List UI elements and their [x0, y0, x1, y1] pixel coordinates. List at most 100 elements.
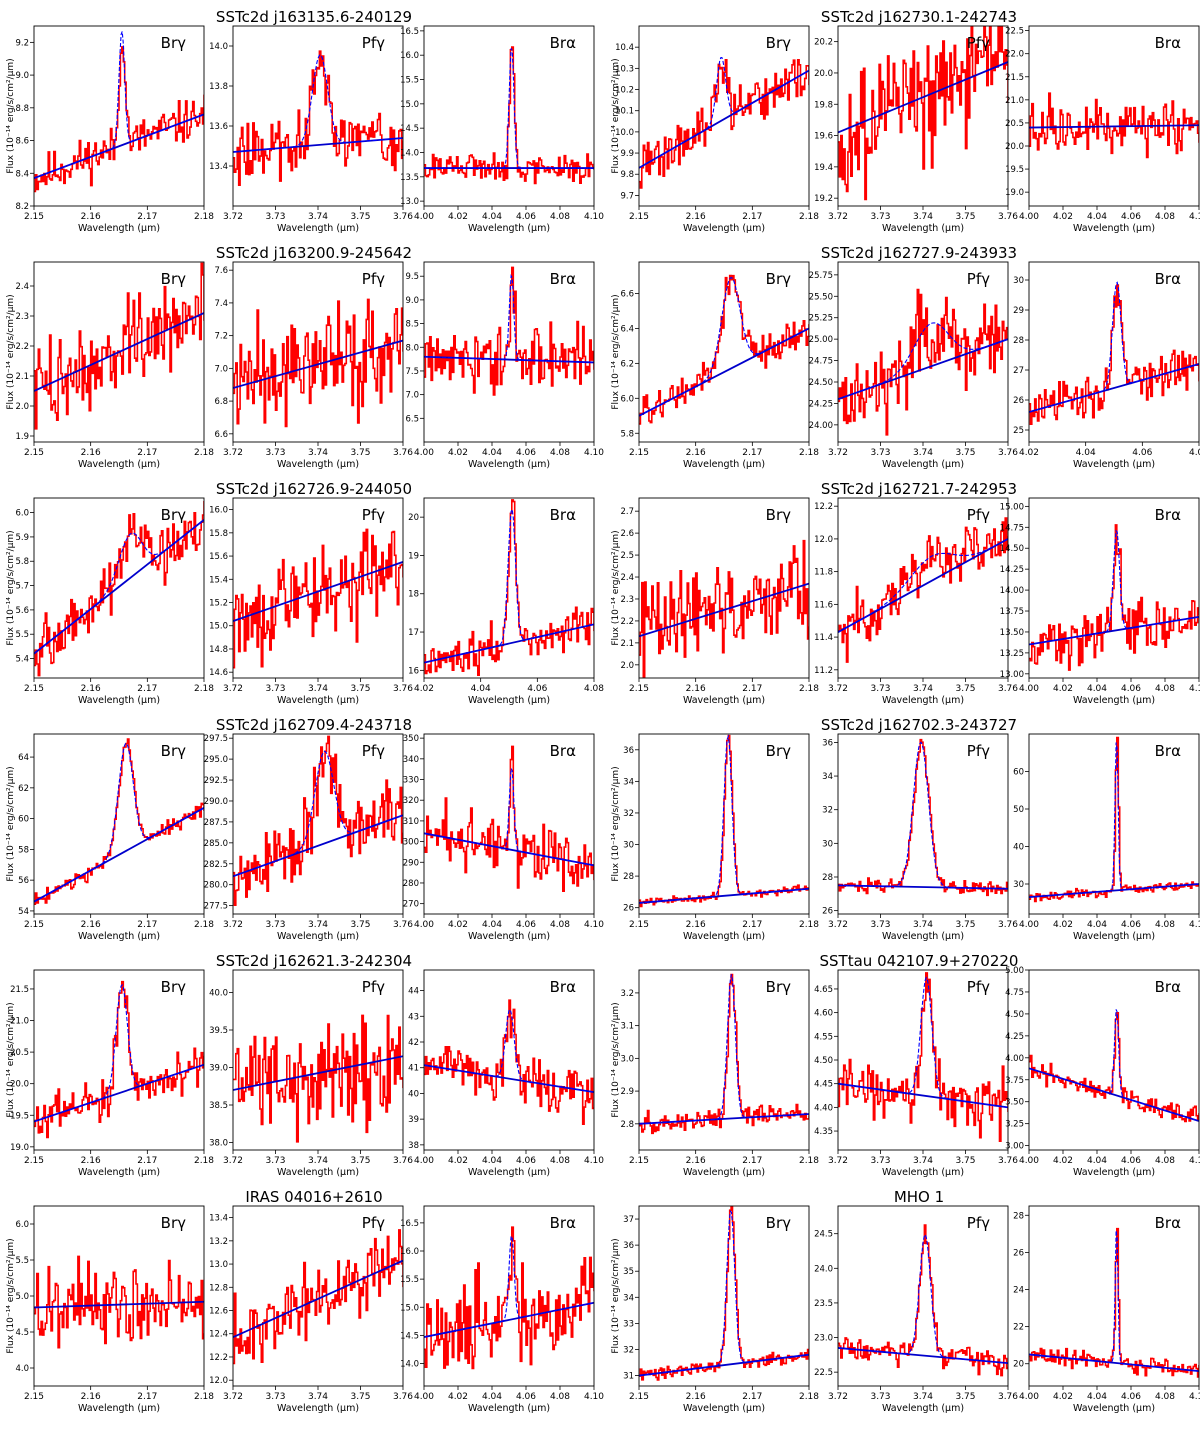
x-tick-label: 3.75: [955, 1392, 975, 1402]
x-tick-label: 2.16: [686, 920, 706, 930]
x-axis-label: Wavelength (μm): [277, 223, 359, 234]
line-name-label: Pfγ: [362, 742, 385, 760]
x-tick-label: 4.06: [516, 1392, 536, 1402]
y-tick-label: 36: [623, 746, 634, 756]
gaussian-fit: [838, 976, 1008, 1108]
y-tick-label: 4.45: [814, 1080, 833, 1090]
x-axis-label: Wavelength (μm): [1073, 1403, 1155, 1414]
y-tick-label: 39.0: [209, 1064, 228, 1074]
y-tick-label: 290: [403, 858, 419, 868]
x-tick-label: 4.10: [584, 1156, 604, 1166]
x-tick-label: 3.76: [998, 684, 1018, 694]
x-tick-label: 4.06: [516, 1156, 536, 1166]
observed-spectrum: [838, 738, 1008, 897]
y-tick-label: 5.9: [15, 533, 29, 543]
y-tick-label: 19.0: [1005, 188, 1024, 198]
y-tick-label: 12.8: [209, 1283, 228, 1293]
line-name-label: Brα: [1155, 270, 1181, 288]
y-tick-label: 20.5: [1005, 119, 1024, 129]
x-tick-label: 3.72: [223, 1392, 243, 1402]
source-group: SSTtau 042107.9+270220 Flux (10⁻¹⁴ erg/s/…: [611, 952, 1200, 1178]
x-tick-label: 3.75: [955, 1156, 975, 1166]
y-tick-label: 19.2: [814, 194, 833, 204]
y-tick-label: 25.75: [809, 271, 833, 281]
y-tick-label: 13.0: [400, 197, 419, 207]
x-tick-label: 4.02: [1053, 212, 1073, 222]
plot-frame: [423, 25, 595, 207]
x-axis-label: Wavelength (μm): [683, 223, 765, 234]
gaussian-fit: [1029, 1009, 1199, 1122]
plot-background: [34, 26, 204, 206]
x-tick-label: 3.73: [265, 1392, 285, 1402]
source-group: SSTc2d j163200.9-245642 Flux (10⁻¹⁴ erg/s…: [6, 244, 604, 470]
group-title: SSTc2d j162730.1-242743: [821, 8, 1017, 26]
spectrum-panel: 4.00 4.02 4.04 4.06 4.08 4.10 38 39 40 41 42 43 44 Wa…: [408, 969, 604, 1178]
continuum-fit: [1029, 615, 1199, 646]
x-tick-label: 2.15: [24, 1156, 44, 1166]
x-tick-label: 3.75: [350, 920, 370, 930]
x-tick-label: 4.08: [550, 920, 570, 930]
line-name-label: Brγ: [766, 1214, 791, 1232]
plot-frame: [1028, 969, 1200, 1151]
spectrum-panel: 4.00 4.02 4.04 4.06 4.08 4.10 6.5 7.0 7.5 8.0 8.5 9…: [405, 261, 604, 470]
observed-spectrum: [1029, 284, 1199, 425]
y-tick-label: 25: [1013, 426, 1024, 436]
gaussian-fit: [639, 1210, 809, 1377]
y-tick-label: 12.0: [209, 1376, 228, 1386]
x-tick-label: 4.06: [1121, 920, 1141, 930]
spectrum-panel: 3.72 3.73 3.74 3.75 3.76 12.0 12.2 12.4 12.6 12.8…: [209, 1205, 413, 1414]
y-tick-label: 10.0: [615, 128, 634, 138]
gaussian-fit: [424, 507, 594, 664]
y-tick-label: 32: [822, 806, 833, 816]
y-tick-label: 7.0: [214, 364, 228, 374]
spectrum-panel: 4.00 4.02 4.04 4.06 4.08 4.10 20 22 24 26 28 Wavele…: [1013, 1205, 1200, 1414]
plot-frame: [423, 1205, 595, 1387]
spectrum-panel: 3.72 3.73 3.74 3.75 3.76 24.00 24.25 24.50 24.75…: [809, 261, 1018, 470]
x-tick-label: 4.04: [471, 684, 491, 694]
y-tick-label: 16: [408, 666, 419, 676]
y-tick-label: 2.8: [620, 1120, 634, 1130]
y-tick-label: 14.5: [400, 124, 419, 134]
y-tick-label: 9.0: [405, 296, 419, 306]
y-tick-label: 14.6: [209, 668, 228, 678]
spectrum-panel: 4.00 4.02 4.04 4.06 4.08 4.10 14.0 14.5 15.0 15.5…: [400, 1205, 604, 1414]
x-tick-label: 4.00: [414, 1156, 434, 1166]
plot-background: [424, 498, 594, 678]
observed-spectrum: [233, 1014, 403, 1143]
x-axis-label: Wavelength (μm): [882, 459, 964, 470]
x-tick-label: 2.15: [629, 448, 649, 458]
gaussian-fit: [424, 1008, 594, 1093]
group-title: IRAS 04016+2610: [245, 1188, 382, 1206]
y-tick-label: 13.0: [209, 1260, 228, 1270]
y-tick-label: 292.5: [204, 776, 228, 786]
x-tick-label: 4.00: [414, 1392, 434, 1402]
observed-spectrum: [639, 59, 809, 189]
x-tick-label: 4.06: [1121, 1392, 1141, 1402]
y-tick-label: 8.6: [15, 137, 29, 147]
x-axis-label: Wavelength (μm): [468, 1167, 550, 1178]
y-tick-label: 25.25: [809, 314, 833, 324]
x-tick-label: 4.04: [482, 448, 502, 458]
x-tick-label: 3.72: [223, 448, 243, 458]
x-tick-label: 3.74: [913, 1156, 933, 1166]
y-tick-label: 6.0: [15, 1220, 29, 1230]
x-tick-label: 2.15: [24, 920, 44, 930]
x-tick-label: 2.16: [81, 1392, 101, 1402]
plot-frame: [33, 25, 205, 207]
observed-spectrum: [639, 539, 809, 678]
x-tick-label: 2.15: [629, 920, 649, 930]
x-tick-label: 3.74: [308, 1392, 328, 1402]
y-axis-label: Flux (10⁻¹⁴ erg/s/cm²/μm): [6, 1002, 16, 1117]
continuum-fit: [233, 1055, 403, 1091]
gaussian-fit: [639, 734, 809, 904]
y-tick-label: 7.6: [214, 266, 228, 276]
y-tick-label: 2.2: [620, 617, 634, 627]
y-tick-label: 19.8: [814, 100, 833, 110]
x-tick-label: 3.76: [393, 448, 413, 458]
x-tick-label: 4.02: [1053, 920, 1073, 930]
spectrum-panel: 4.02 4.04 4.06 4.08 25 26 27 28 29 30 Wavelength (…: [1013, 261, 1200, 470]
y-tick-label: 7.4: [214, 299, 228, 309]
x-axis-label: Wavelength (μm): [468, 459, 550, 470]
gaussian-fit: [34, 742, 204, 903]
